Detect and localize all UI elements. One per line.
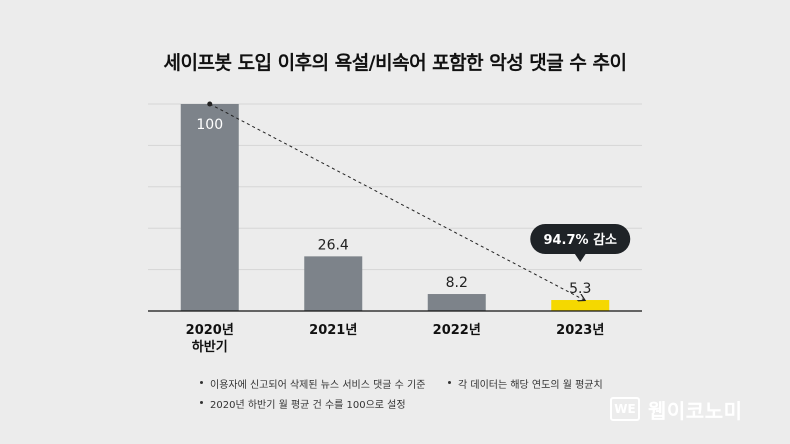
annotation-text: 94.7% 감소 <box>543 233 617 248</box>
trend-arrow <box>209 103 585 300</box>
category-label-0-1: 하반기 <box>192 339 228 355</box>
category-label-0-0: 2020년 <box>186 323 234 338</box>
chart-title: 세이프봇 도입 이후의 욕설/비속어 포함한 악성 댓글 수 추이 <box>163 52 627 74</box>
footnote-1: 이용자에 신고되어 삭제된 뉴스 서비스 댓글 수 기준 <box>199 376 425 391</box>
bar-2 <box>427 294 486 311</box>
category-label-2: 2022년 <box>433 323 481 338</box>
value-label-1: 26.4 <box>318 237 349 253</box>
brand-mark-icon: WE <box>610 397 640 421</box>
annotation-bubble <box>530 224 631 254</box>
bar-0 <box>180 104 239 311</box>
bar-1 <box>304 256 363 311</box>
value-label-3: 5.3 <box>569 281 591 297</box>
value-label-0: 100 <box>196 117 223 133</box>
bar-3 <box>551 300 610 311</box>
brand-logo: WE 웹이코노미 <box>610 394 743 424</box>
brand-name: 웹이코노미 <box>648 398 743 423</box>
value-label-2: 8.2 <box>446 275 468 291</box>
footnote-2: 각 데이터는 해당 연도의 월 평균치 <box>448 376 603 391</box>
category-label-3: 2023년 <box>556 323 604 338</box>
footnote-3: 2020년 하반기 월 평균 건 수를 100으로 설정 <box>200 396 406 411</box>
annotation-pointer <box>574 253 587 262</box>
category-label-1: 2021년 <box>309 323 357 338</box>
